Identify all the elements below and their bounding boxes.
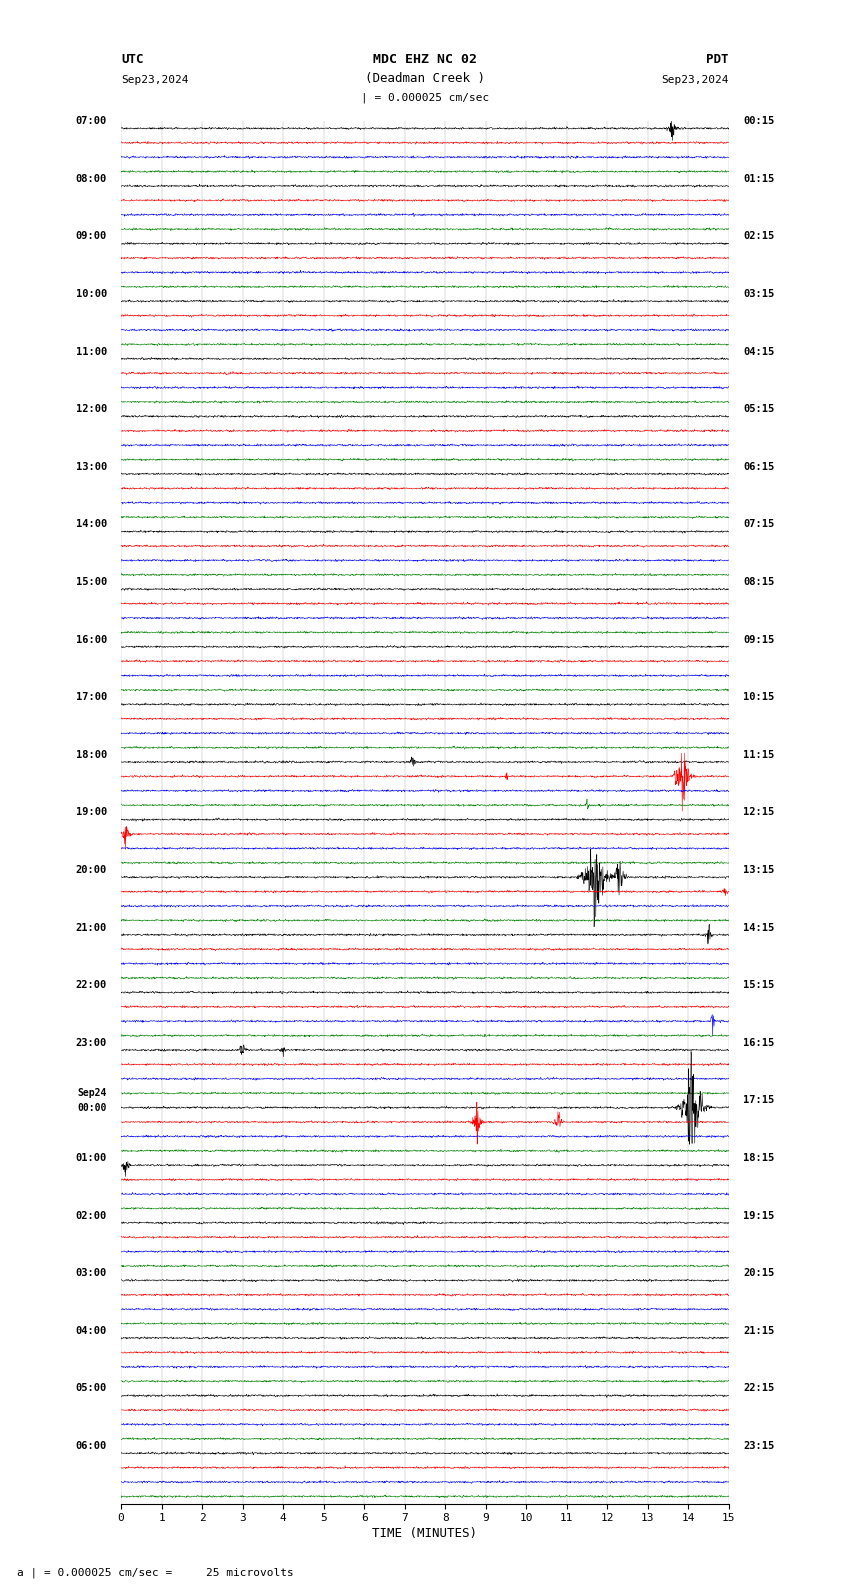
Text: 22:00: 22:00 [76,980,107,990]
Text: UTC: UTC [121,52,144,67]
Text: 23:15: 23:15 [743,1441,774,1451]
Text: Sep23,2024: Sep23,2024 [121,74,189,86]
Text: 03:00: 03:00 [76,1269,107,1278]
Text: 11:15: 11:15 [743,749,774,760]
Text: 12:00: 12:00 [76,404,107,413]
Text: 04:15: 04:15 [743,347,774,356]
Text: PDT: PDT [706,52,729,67]
Text: 12:15: 12:15 [743,808,774,817]
Text: 05:15: 05:15 [743,404,774,413]
Text: 06:00: 06:00 [76,1441,107,1451]
Text: 02:15: 02:15 [743,231,774,241]
Text: 00:15: 00:15 [743,116,774,127]
Text: 13:15: 13:15 [743,865,774,874]
Text: 10:00: 10:00 [76,288,107,299]
Text: 18:00: 18:00 [76,749,107,760]
Text: 08:15: 08:15 [743,577,774,588]
Text: 15:15: 15:15 [743,980,774,990]
Text: 01:00: 01:00 [76,1153,107,1163]
Text: 01:15: 01:15 [743,174,774,184]
Text: Sep23,2024: Sep23,2024 [661,74,729,86]
Text: 06:15: 06:15 [743,463,774,472]
Text: 11:00: 11:00 [76,347,107,356]
Text: 20:15: 20:15 [743,1269,774,1278]
Text: a | = 0.000025 cm/sec =     25 microvolts: a | = 0.000025 cm/sec = 25 microvolts [17,1567,294,1578]
Text: 13:00: 13:00 [76,463,107,472]
Text: 17:00: 17:00 [76,692,107,702]
Text: 09:00: 09:00 [76,231,107,241]
Text: 08:00: 08:00 [76,174,107,184]
Text: 21:15: 21:15 [743,1326,774,1335]
Text: 10:15: 10:15 [743,692,774,702]
Text: 02:00: 02:00 [76,1210,107,1221]
Text: 17:15: 17:15 [743,1096,774,1106]
X-axis label: TIME (MINUTES): TIME (MINUTES) [372,1527,478,1541]
Text: 19:00: 19:00 [76,808,107,817]
Text: 19:15: 19:15 [743,1210,774,1221]
Text: MDC EHZ NC 02: MDC EHZ NC 02 [373,52,477,67]
Text: 23:00: 23:00 [76,1038,107,1047]
Text: 07:00: 07:00 [76,116,107,127]
Text: 16:15: 16:15 [743,1038,774,1047]
Text: 00:00: 00:00 [77,1104,107,1114]
Text: 04:00: 04:00 [76,1326,107,1335]
Text: 07:15: 07:15 [743,520,774,529]
Text: 14:00: 14:00 [76,520,107,529]
Text: 03:15: 03:15 [743,288,774,299]
Text: 14:15: 14:15 [743,922,774,933]
Text: 09:15: 09:15 [743,635,774,645]
Text: 20:00: 20:00 [76,865,107,874]
Text: 16:00: 16:00 [76,635,107,645]
Text: | = 0.000025 cm/sec: | = 0.000025 cm/sec [361,93,489,103]
Text: 21:00: 21:00 [76,922,107,933]
Text: 18:15: 18:15 [743,1153,774,1163]
Text: (Deadman Creek ): (Deadman Creek ) [365,73,485,86]
Text: Sep24: Sep24 [77,1088,107,1098]
Text: 22:15: 22:15 [743,1383,774,1394]
Text: 15:00: 15:00 [76,577,107,588]
Text: 05:00: 05:00 [76,1383,107,1394]
